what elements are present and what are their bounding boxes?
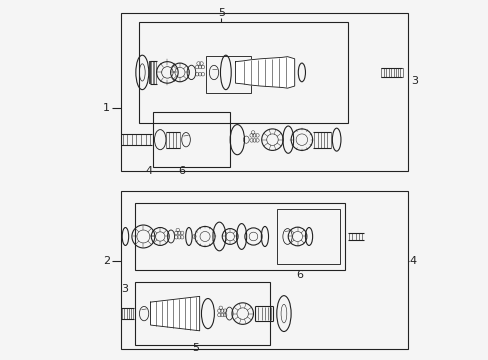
Bar (276, 209, 339, 264)
Bar (380, 68, 383, 77)
Bar (121, 191, 407, 348)
Bar (395, 68, 398, 77)
Bar (400, 68, 403, 77)
Text: 4: 4 (145, 166, 153, 176)
Text: 6: 6 (178, 166, 185, 176)
Polygon shape (235, 57, 294, 88)
Bar (139, 22, 348, 123)
Text: 5: 5 (192, 343, 199, 353)
Bar (206, 55, 250, 93)
Bar (121, 13, 407, 171)
Bar (135, 203, 344, 270)
Polygon shape (150, 296, 199, 331)
Bar (385, 68, 388, 77)
Bar (390, 68, 393, 77)
Bar (135, 282, 269, 345)
Bar (153, 112, 230, 167)
Text: 6: 6 (296, 270, 303, 280)
Text: 3: 3 (121, 284, 127, 294)
Text: 5: 5 (217, 8, 224, 18)
Text: 4: 4 (408, 256, 416, 266)
Text: 2: 2 (102, 256, 110, 266)
Text: 1: 1 (103, 103, 110, 113)
Text: 3: 3 (410, 76, 418, 86)
